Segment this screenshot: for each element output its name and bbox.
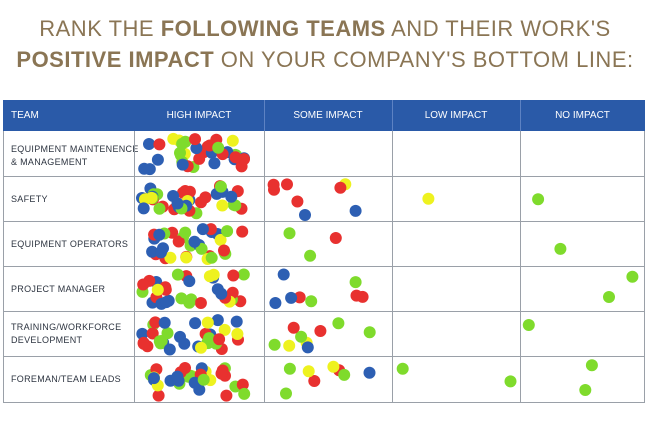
row-label: FOREMAN/TEAM LEADS (11, 374, 121, 384)
column-divider (264, 131, 265, 403)
heading-line-1-pre: RANK THE (39, 16, 161, 41)
grid-frame (3, 131, 645, 403)
header-divider (392, 100, 393, 131)
column-header-high-impact: HIGH IMPACT (134, 100, 264, 131)
heading-line-2-post: ON YOUR COMPANY'S BOTTOM LINE: (214, 47, 634, 72)
column-header-team: TEAM (3, 100, 134, 131)
row-label-line: & MANAGEMENT (11, 157, 88, 167)
row-label: PROJECT MANAGER (11, 284, 106, 294)
table-row: SAFETY (3, 177, 645, 222)
table-row: PROJECT MANAGER (3, 267, 645, 312)
column-divider (520, 131, 521, 403)
row-label-line: TRAINING/WORKFORCE (11, 322, 122, 332)
header-divider (264, 100, 265, 131)
table-row: FOREMAN/TEAM LEADS (3, 357, 645, 403)
heading-line-1-bold: FOLLOWING TEAMS (160, 16, 386, 41)
column-header-low-impact: LOW IMPACT (392, 100, 520, 131)
column-divider (392, 131, 393, 403)
heading-line-1: RANK THE FOLLOWING TEAMS AND THEIR WORK'… (0, 16, 650, 42)
table-row: TRAINING/WORKFORCE DEVELOPMENT (3, 312, 645, 357)
row-label-line: EQUIPMENT MAINTENENCE (11, 144, 139, 154)
table-row: EQUIPMENT MAINTENENCE & MANAGEMENT (3, 131, 645, 177)
row-label: EQUIPMENT MAINTENENCE & MANAGEMENT (11, 143, 139, 169)
voting-board: TEAM HIGH IMPACT SOME IMPACT LOW IMPACT … (3, 100, 645, 403)
row-label: TRAINING/WORKFORCE DEVELOPMENT (11, 321, 121, 347)
header-divider (520, 100, 521, 131)
heading-line-2: POSITIVE IMPACT ON YOUR COMPANY'S BOTTOM… (0, 47, 650, 73)
row-label: EQUIPMENT OPERATORS (11, 239, 129, 249)
heading-line-2-bold: POSITIVE IMPACT (16, 47, 215, 72)
column-divider (134, 131, 135, 403)
row-label: SAFETY (11, 194, 48, 204)
table-row: EQUIPMENT OPERATORS (3, 222, 645, 267)
column-header-some-impact: SOME IMPACT (264, 100, 392, 131)
heading-line-1-post: AND THEIR WORK'S (385, 16, 611, 41)
row-label-line: DEVELOPMENT (11, 335, 83, 345)
column-header-no-impact: NO IMPACT (520, 100, 645, 131)
